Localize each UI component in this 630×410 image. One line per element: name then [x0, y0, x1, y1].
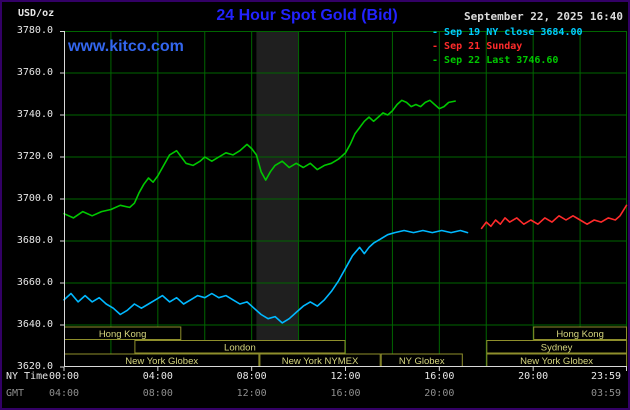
y-tick-label: 3700.0	[16, 193, 53, 204]
kitco-watermark-link[interactable]: www.kitco.com	[68, 38, 184, 55]
y-tick-label: 3780.0	[16, 25, 53, 36]
ny-time-tick-label: 20:00	[518, 371, 549, 382]
price-line-sep19	[63, 229, 469, 324]
x-axis-gmt-row: GMT 04:00 08:00 12:00 16:00 20:00 03:59	[2, 388, 628, 401]
legend-dash-icon: -	[432, 55, 445, 66]
session-label-hong-kong: Hong Kong	[99, 329, 147, 340]
session-label-new-york-globex: New York Globex	[520, 356, 593, 367]
ny-time-tick-label: 00:00	[48, 371, 80, 382]
ny-time-tick-label: 16:00	[424, 371, 455, 382]
y-tick-label: 3740.0	[16, 109, 53, 120]
legend-label: Sep 21 Sunday	[444, 41, 523, 52]
gmt-tick-label: 16:00	[330, 388, 361, 399]
chart-datetime: September 22, 2025 16:40	[464, 10, 623, 23]
legend: - Sep 19 NY close 3684.00- Sep 21 Sunday…	[432, 26, 624, 68]
gmt-tick-label: 04:00	[48, 388, 80, 399]
session-box-sydney	[486, 340, 628, 354]
ny-time-tick-label: 23:59	[590, 371, 622, 382]
gmt-tick-label: 20:00	[424, 388, 455, 399]
session-box-london	[134, 340, 346, 354]
session-label-new-york-nymex: New York NYMEX	[282, 356, 359, 367]
gmt-axis-label: GMT	[6, 388, 25, 399]
legend-dash-icon: -	[432, 27, 445, 38]
price-line-sep21	[480, 204, 628, 230]
session-label-hong-kong: Hong Kong	[556, 329, 604, 340]
legend-item: - Sep 19 NY close 3684.00	[432, 26, 624, 40]
ny-time-axis-label: NY Time	[6, 371, 49, 382]
y-tick-label: 3660.0	[16, 277, 53, 288]
session-box-hong-kong	[533, 326, 628, 340]
gmt-tick-label: 08:00	[142, 388, 173, 399]
session-label-ny-globex: NY Globex	[399, 356, 445, 367]
session-label-london: London	[224, 343, 256, 354]
legend-label: Sep 22 Last 3746.60	[444, 55, 559, 66]
gmt-tick-label: 03:59	[590, 388, 622, 399]
ny-time-tick-label: 12:00	[330, 371, 361, 382]
y-tick-label: 3760.0	[16, 67, 53, 78]
y-axis-units: USD/oz	[18, 8, 55, 19]
legend-item: - Sep 22 Last 3746.60	[432, 54, 624, 68]
legend-label: Sep 19 NY close 3684.00	[444, 27, 583, 38]
chart-title: 24 Hour Spot Gold (Bid)	[216, 7, 398, 24]
y-tick-label: 3720.0	[16, 151, 53, 162]
price-line-sep22	[63, 99, 456, 219]
legend-item: - Sep 21 Sunday	[432, 40, 624, 54]
session-label-sydney: Sydney	[541, 343, 573, 354]
session-label-new-york-globex: New York Globex	[125, 356, 198, 367]
y-tick-label: 3640.0	[16, 319, 53, 330]
x-axis-ny-row: NY Time 00:00 04:00 08:00 12:00 16:00 20:00 23…	[2, 371, 628, 384]
ny-time-tick-label: 04:00	[142, 371, 173, 382]
y-tick-label: 3680.0	[16, 235, 53, 246]
y-tick-label: 3620.0	[16, 361, 53, 372]
plot-area: Hong Kong Hong Kong London Sydney New York G…	[60, 31, 628, 371]
legend-dash-icon: -	[432, 41, 445, 52]
ny-time-tick-label: 08:00	[236, 371, 267, 382]
gmt-tick-label: 12:00	[236, 388, 267, 399]
plot-svg: Hong Kong Hong Kong London Sydney New York G…	[60, 31, 628, 371]
